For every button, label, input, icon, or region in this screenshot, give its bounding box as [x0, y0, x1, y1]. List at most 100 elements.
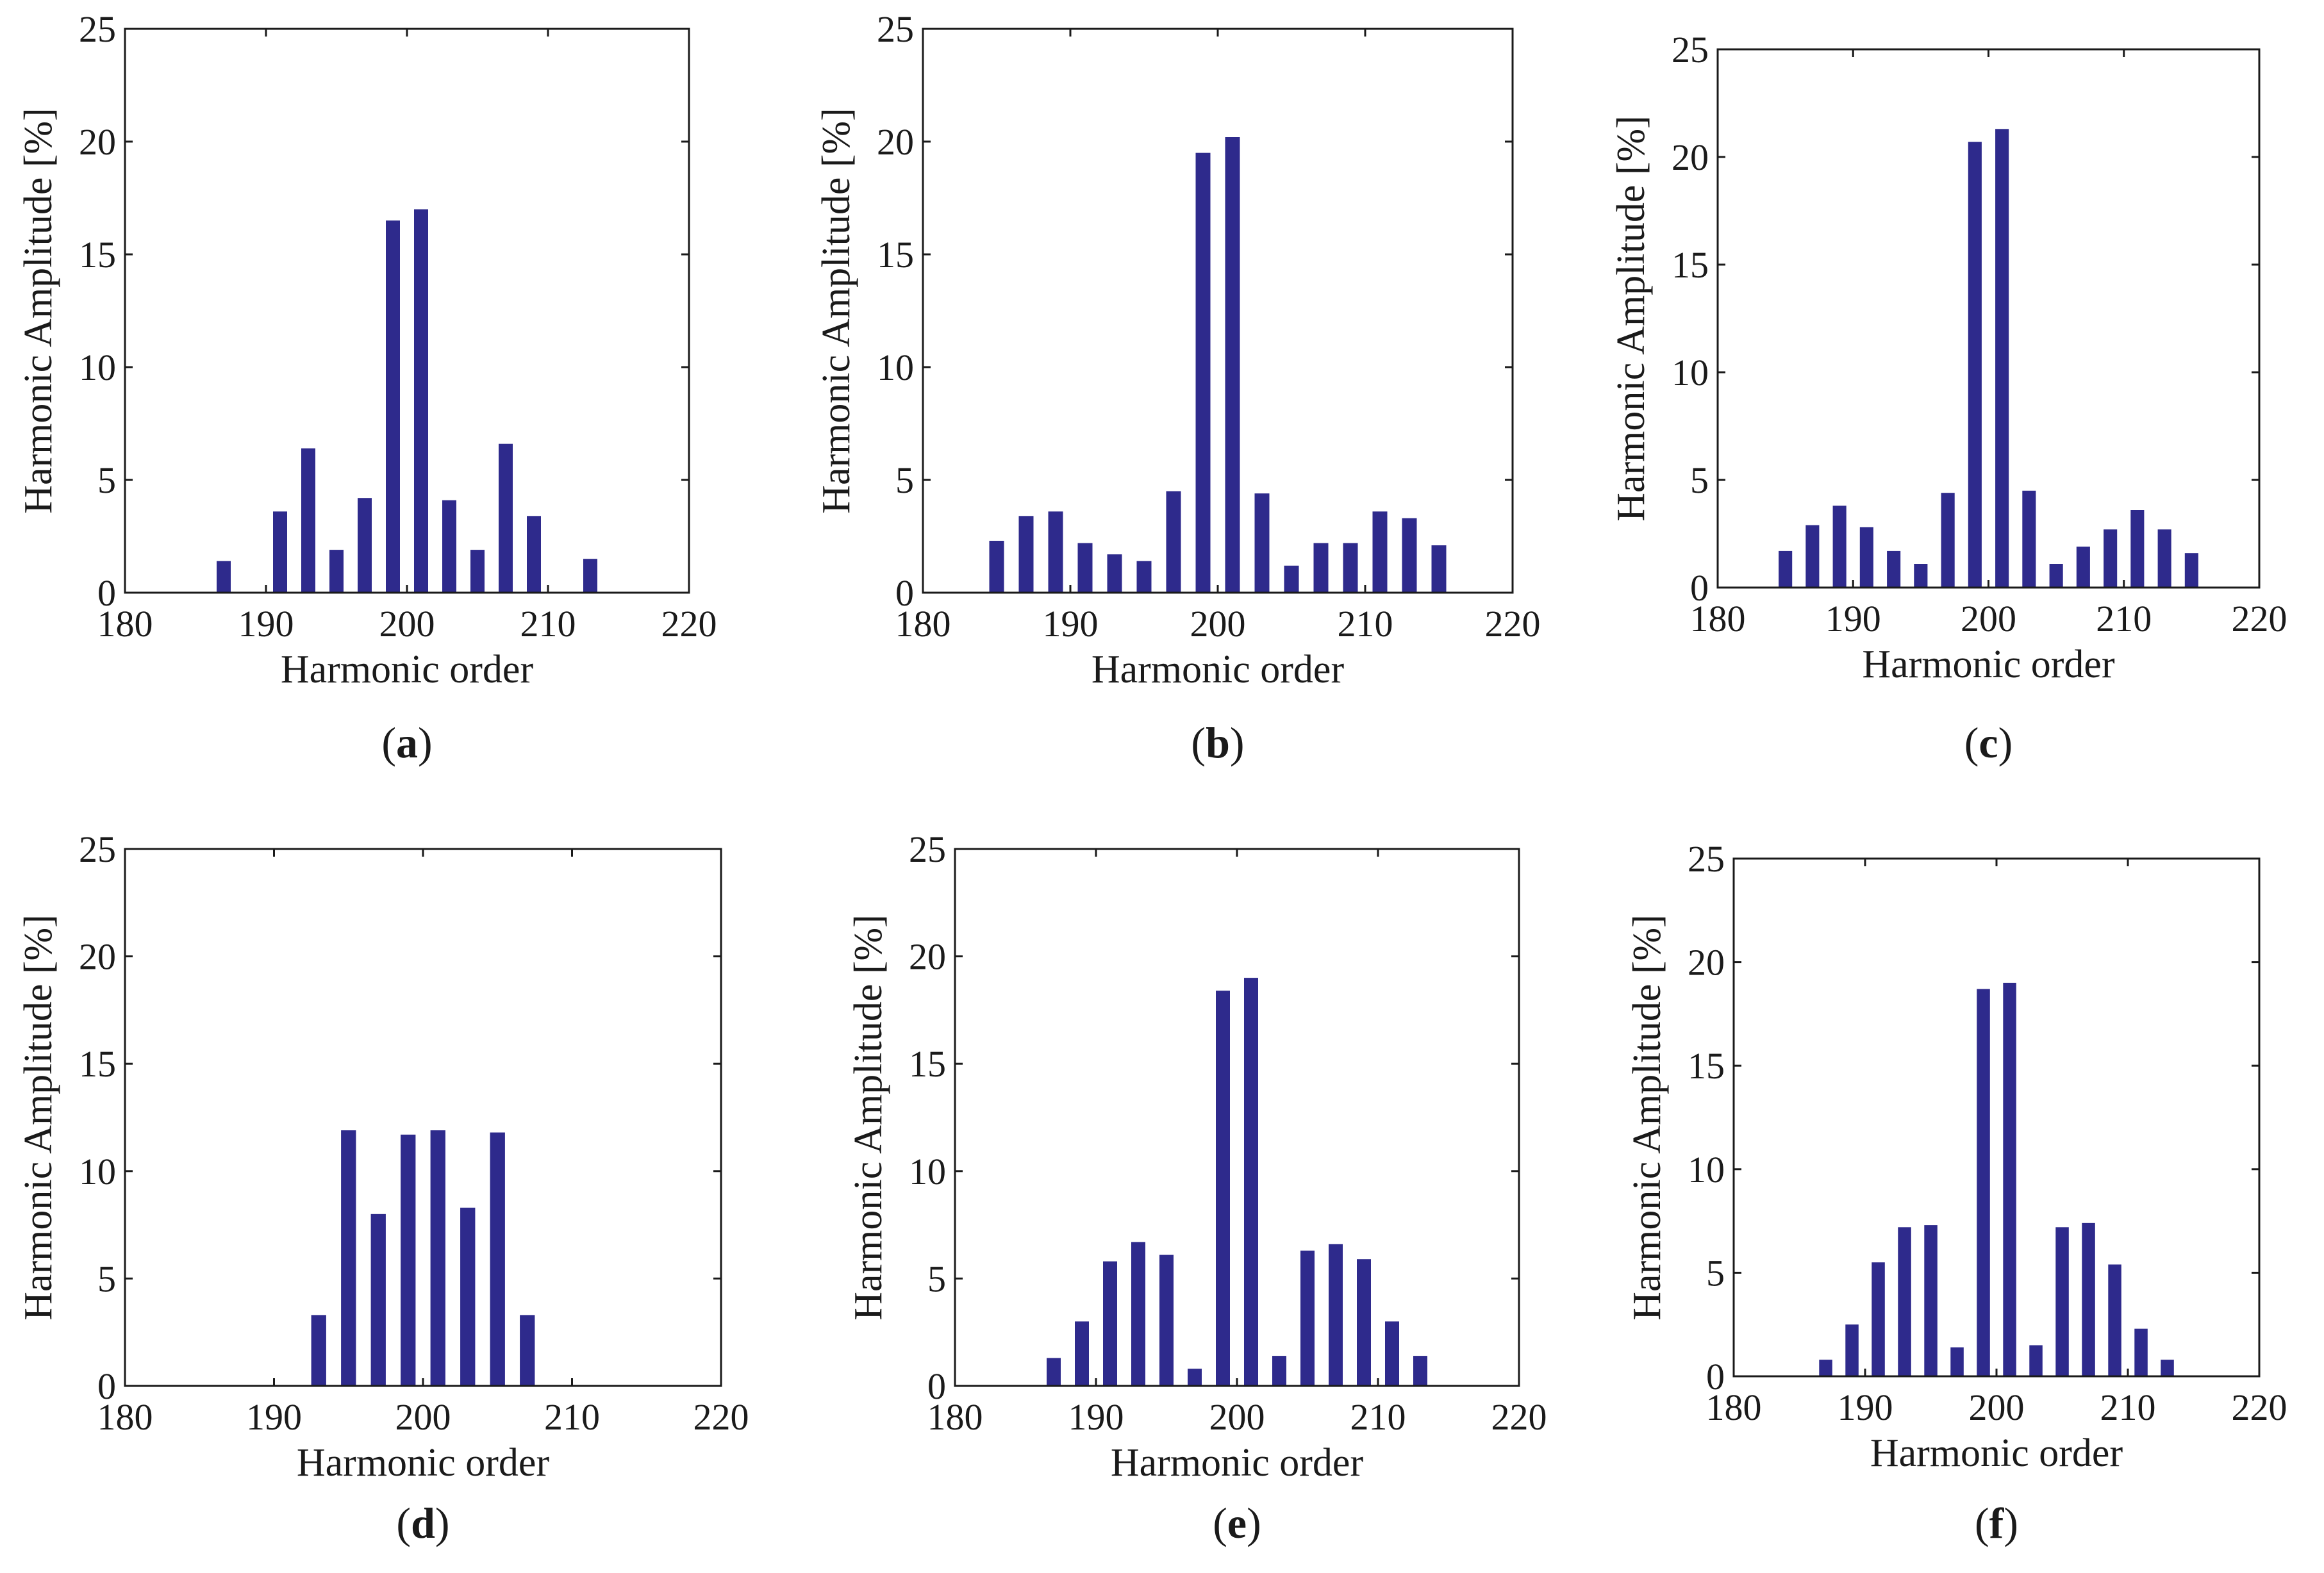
bar-f-189 — [1845, 1324, 1859, 1376]
bar-d-201 — [430, 1130, 445, 1386]
ylabel-d: Harmonic Amplitude [%] — [17, 914, 60, 1321]
bar-e-191 — [1103, 1261, 1117, 1386]
bar-b-201 — [1225, 137, 1240, 593]
ytick-label-f-5: 5 — [1706, 1252, 1725, 1294]
xtick-label-b-180: 180 — [895, 603, 951, 645]
caption-open-paren: ( — [1975, 1499, 1989, 1547]
bar-c-191 — [1859, 527, 1873, 588]
xtick-label-c-210: 210 — [2096, 598, 2152, 639]
bar-a-197 — [358, 498, 372, 593]
bar-e-205 — [1300, 1250, 1315, 1386]
xtick-label-b-210: 210 — [1338, 603, 1393, 645]
xtick-label-f-220: 220 — [2232, 1387, 2287, 1428]
xtick-label-f-200: 200 — [1969, 1387, 2025, 1428]
bar-f-213 — [2161, 1360, 2174, 1376]
caption-letter-d: d — [411, 1499, 435, 1547]
caption-close-paren: ) — [435, 1499, 450, 1547]
bar-f-191 — [1872, 1262, 1885, 1376]
ytick-label-b-0: 0 — [895, 572, 914, 614]
axes-frame-c — [1716, 48, 2261, 589]
chart-panel-e: 0 5 10 15 20 25 180 190 200 210 220 Harmonic order H… — [847, 828, 1547, 1547]
ytick-label-c-10: 10 — [1672, 352, 1709, 393]
bar-a-201 — [414, 209, 428, 593]
ytick-label-f-10: 10 — [1688, 1149, 1725, 1190]
bar-b-195 — [1136, 561, 1152, 593]
bar-a-191 — [273, 511, 287, 593]
ytick-label-c-20: 20 — [1672, 136, 1709, 178]
ytick-label-f-15: 15 — [1688, 1045, 1725, 1087]
xtick-label-d-190: 190 — [246, 1396, 302, 1438]
ytick-label-d-20: 20 — [79, 936, 116, 978]
bar-e-201 — [1244, 978, 1258, 1386]
caption-open-paren: ( — [1964, 718, 1979, 767]
ytick-label-e-5: 5 — [927, 1258, 946, 1299]
caption-letter-b: b — [1206, 718, 1230, 767]
bar-a-209 — [527, 516, 541, 593]
caption-open-paren: ( — [1213, 1499, 1227, 1547]
axes-frame-b — [922, 28, 1514, 594]
ytick-label-a-0: 0 — [97, 572, 116, 614]
bar-c-195 — [1914, 564, 1928, 588]
bar-c-193 — [1887, 550, 1901, 588]
ytick-label-d-10: 10 — [79, 1151, 116, 1192]
ytick-label-d-5: 5 — [97, 1258, 116, 1299]
caption-f: (f) — [1975, 1499, 2018, 1547]
ytick-label-d-25: 25 — [79, 828, 116, 870]
bar-f-201 — [2003, 982, 2016, 1376]
bar-c-189 — [1832, 506, 1847, 588]
bar-c-213 — [2157, 529, 2171, 588]
bar-a-195 — [329, 550, 344, 593]
bar-b-205 — [1284, 565, 1299, 593]
xtick-label-d-200: 200 — [395, 1396, 451, 1438]
xtick-label-b-190: 190 — [1043, 603, 1099, 645]
xtick-label-b-220: 220 — [1485, 603, 1541, 645]
ytick-label-a-15: 15 — [79, 234, 116, 276]
caption-open-paren: ( — [381, 718, 396, 767]
xtick-label-b-200: 200 — [1190, 603, 1246, 645]
caption-open-paren: ( — [1191, 718, 1206, 767]
xlabel-b: Harmonic order — [1091, 648, 1345, 691]
ytick-label-b-10: 10 — [877, 347, 914, 388]
bar-e-197 — [1188, 1369, 1202, 1386]
ytick-label-c-15: 15 — [1672, 244, 1709, 286]
caption-letter-e: e — [1227, 1499, 1247, 1547]
ytick-label-a-20: 20 — [79, 121, 116, 163]
caption-b: (b) — [1191, 718, 1244, 767]
bar-e-207 — [1329, 1244, 1343, 1386]
xtick-label-c-200: 200 — [1961, 598, 2016, 639]
ytick-label-b-5: 5 — [895, 459, 914, 501]
bar-e-193 — [1131, 1242, 1145, 1386]
caption-d: (d) — [396, 1499, 449, 1547]
bar-b-199 — [1195, 152, 1211, 593]
caption-c: (c) — [1964, 718, 2013, 767]
xtick-label-c-190: 190 — [1825, 598, 1881, 639]
xtick-label-a-180: 180 — [97, 603, 153, 645]
xlabel-e: Harmonic order — [1111, 1441, 1364, 1485]
caption-letter-a: a — [396, 718, 418, 767]
xtick-label-d-210: 210 — [544, 1396, 600, 1438]
bar-f-199 — [1977, 989, 1990, 1376]
xlabel-f: Harmonic order — [1870, 1431, 2123, 1475]
bar-f-209 — [2108, 1264, 2121, 1376]
bar-b-209 — [1343, 543, 1358, 593]
ytick-label-d-15: 15 — [79, 1043, 116, 1085]
caption-close-paren: ) — [2004, 1499, 2018, 1547]
xtick-label-a-220: 220 — [661, 603, 717, 645]
bar-c-215 — [2184, 553, 2198, 588]
bar-b-197 — [1166, 491, 1181, 593]
ytick-label-b-15: 15 — [877, 234, 914, 276]
chart-panel-d: 0 5 10 15 20 25 180 190 200 210 220 Harmonic order H… — [17, 828, 749, 1547]
bar-a-193 — [301, 448, 315, 593]
xtick-label-d-180: 180 — [97, 1396, 153, 1438]
bar-b-215 — [1431, 545, 1447, 593]
bar-c-209 — [2104, 529, 2118, 588]
bar-b-207 — [1313, 543, 1329, 593]
bar-d-205 — [490, 1132, 505, 1386]
ytick-label-e-25: 25 — [909, 828, 946, 870]
bar-c-197 — [1941, 493, 1955, 588]
bar-a-187 — [217, 561, 231, 593]
bar-c-207 — [2076, 547, 2090, 588]
ylabel-c: Harmonic Amplitude [%] — [1609, 115, 1653, 522]
caption-e: (e) — [1213, 1499, 1261, 1547]
chart-panel-b: 0 5 10 15 20 25 180 190 200 210 220 Harmonic order H… — [815, 8, 1541, 767]
